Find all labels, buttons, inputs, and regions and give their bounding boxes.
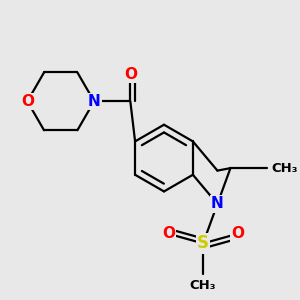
Text: CH₃: CH₃: [272, 162, 298, 175]
Text: S: S: [197, 234, 209, 252]
Text: N: N: [88, 94, 100, 109]
Text: O: O: [21, 94, 34, 109]
Text: CH₃: CH₃: [190, 279, 216, 292]
Text: N: N: [211, 196, 224, 211]
Text: O: O: [231, 226, 244, 242]
Text: O: O: [162, 226, 175, 242]
Text: O: O: [124, 67, 137, 82]
